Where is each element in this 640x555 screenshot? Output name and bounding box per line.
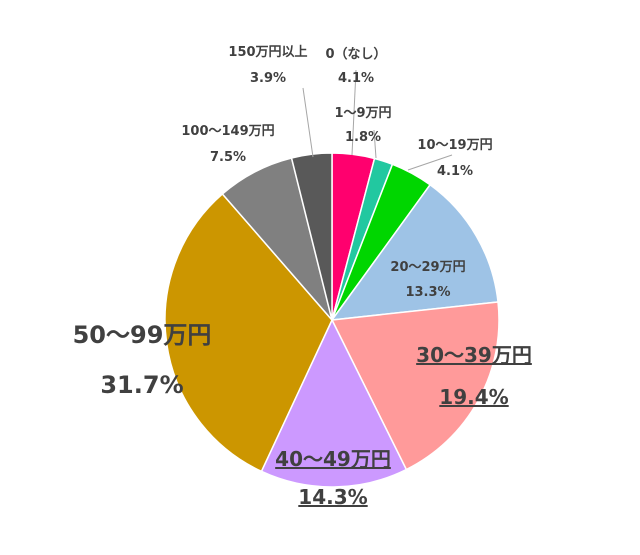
slice-label-6: 50～99万円 <box>73 321 212 349</box>
slice-value-label-8: 3.9% <box>250 71 286 86</box>
slice-value-label-0: 4.1% <box>338 71 374 86</box>
slice-value-label-5: 14.3% <box>298 485 367 509</box>
slice-value-label-1: 1.8% <box>345 130 381 145</box>
slice-value-label-3: 13.3% <box>405 285 450 300</box>
leader-line-1 <box>373 129 377 159</box>
slice-value-label-4: 19.4% <box>439 385 508 409</box>
pie-slice-8 <box>290 152 333 321</box>
pie-slice-3 <box>330 183 499 321</box>
slice-label-1: 1～9万円 <box>334 106 391 121</box>
slice-label-5: 40～49万円 <box>275 447 391 471</box>
pie-slice-5 <box>260 318 408 488</box>
slice-label-3: 20～29万円 <box>390 260 465 275</box>
slice-label-2: 10～19万円 <box>417 138 492 153</box>
slice-value-label-6: 31.7% <box>100 371 183 399</box>
pie-slice-6 <box>164 192 333 473</box>
pie-slice-4 <box>330 301 500 471</box>
slice-value-label-2: 4.1% <box>437 164 473 179</box>
slice-label-4: 30～39万円 <box>416 343 532 367</box>
leader-line-0 <box>351 69 357 156</box>
slice-label-0: 0（なし） <box>325 46 386 62</box>
leader-line-8 <box>302 87 314 158</box>
slice-value-label-7: 7.5% <box>210 150 246 165</box>
slice-label-8: 150万円以上 <box>228 45 307 60</box>
leader-line-2 <box>407 154 453 171</box>
slice-label-7: 100～149万円 <box>181 124 274 139</box>
